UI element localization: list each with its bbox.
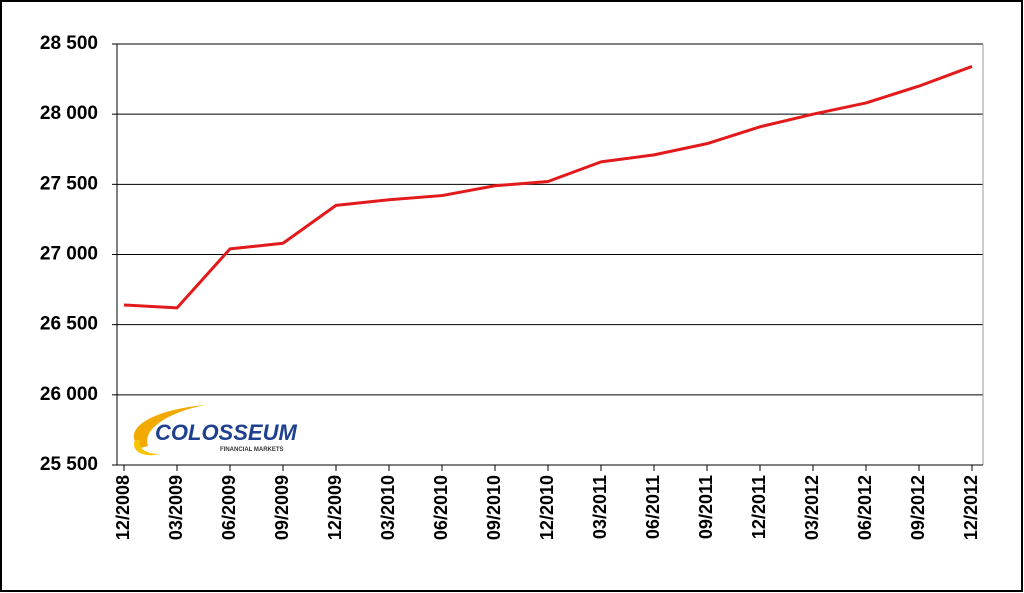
x-tick-label: 12/2008: [113, 475, 133, 540]
y-tick-label: 27 000: [40, 244, 98, 265]
x-tick-label: 06/2009: [219, 475, 239, 540]
y-tick-label: 28 500: [40, 33, 98, 54]
x-tick-label: 03/2010: [378, 475, 398, 540]
y-tick-label: 25 500: [40, 454, 98, 475]
x-tick-label: 03/2009: [166, 475, 186, 540]
y-tick-label: 26 500: [40, 314, 98, 335]
logo: COLOSSEUM FINANCIAL MARKETS: [133, 405, 297, 456]
data-line: [123, 65, 973, 310]
y-tick-label: 27 500: [40, 173, 98, 194]
x-tick-label: 06/2010: [431, 475, 451, 540]
y-tick-label: 26 000: [40, 384, 98, 405]
x-tick-label: 12/2012: [961, 475, 981, 540]
x-tick-label: 12/2010: [537, 475, 557, 540]
x-tick-label: 09/2011: [696, 475, 716, 539]
x-tick-label: 12/2011: [749, 475, 769, 539]
logo-tagline: FINANCIAL MARKETS: [220, 447, 284, 453]
x-tick-label: 09/2009: [272, 475, 292, 540]
x-tick-label: 09/2012: [908, 475, 928, 540]
x-tick-label: 06/2012: [855, 475, 875, 540]
logo-swoosh-lower: [134, 440, 160, 456]
x-tick-label: 12/2009: [325, 475, 345, 540]
x-tick-label: 06/2011: [643, 475, 663, 539]
logo-swoosh: [133, 405, 205, 448]
x-tick-label: 03/2012: [802, 475, 822, 540]
x-tick-label: 09/2010: [484, 475, 504, 540]
x-tick-label: 03/2011: [590, 475, 610, 539]
y-tick-label: 28 000: [40, 103, 98, 124]
logo-name: COLOSSEUM: [155, 420, 297, 445]
